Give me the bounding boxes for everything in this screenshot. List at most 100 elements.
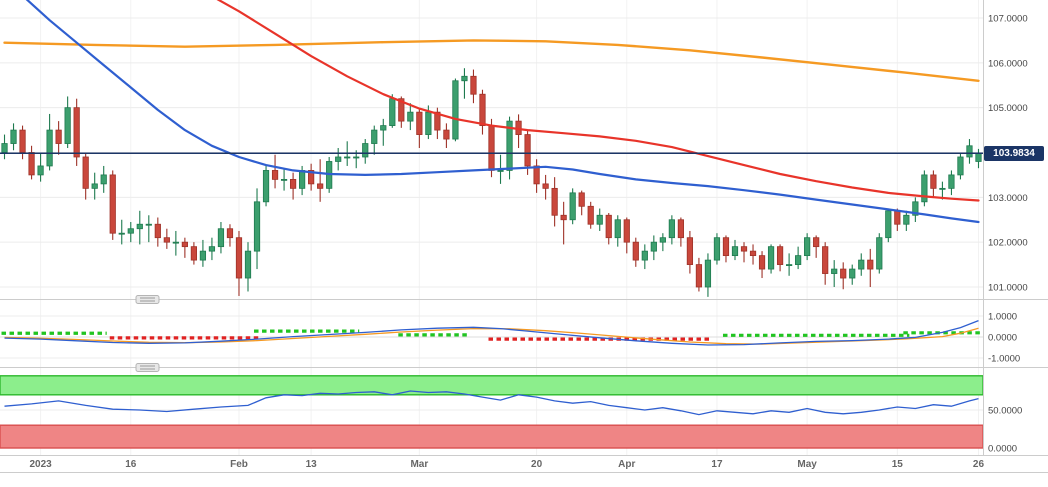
candle bbox=[813, 235, 820, 258]
candle bbox=[930, 170, 937, 198]
candle-body-bull bbox=[127, 228, 134, 234]
pane-resize-handle[interactable] bbox=[135, 295, 160, 304]
candle bbox=[849, 264, 856, 285]
candle bbox=[235, 230, 243, 296]
candle-body-bull bbox=[64, 107, 71, 144]
stoch-bands-layer bbox=[0, 375, 983, 449]
candle-body-bear bbox=[740, 246, 748, 252]
candle-body-bull bbox=[957, 156, 964, 176]
candle-body-bull bbox=[118, 232, 125, 235]
candle-body-bear bbox=[551, 187, 558, 216]
x-axis-tick-label: Mar bbox=[410, 459, 428, 470]
candle bbox=[46, 113, 53, 171]
candle bbox=[948, 170, 955, 196]
candle-body-bull bbox=[614, 219, 621, 239]
price-axis-tick-label: 106.0000 bbox=[988, 58, 1028, 69]
x-axis-tick-label: 26 bbox=[973, 459, 985, 470]
candle-body-bear bbox=[533, 165, 540, 185]
candle bbox=[551, 177, 558, 227]
candle-body-bear bbox=[289, 178, 297, 189]
candle bbox=[407, 103, 414, 131]
candle-body-bear bbox=[434, 111, 441, 131]
candle bbox=[109, 170, 116, 240]
candle-body-bear bbox=[749, 250, 757, 257]
candle-body-bull bbox=[208, 246, 216, 252]
candle-body-bear bbox=[560, 214, 567, 221]
macd-signal-line bbox=[4, 327, 979, 345]
candle-body-bull bbox=[10, 129, 17, 144]
candle-body-bear bbox=[840, 268, 847, 279]
candle bbox=[605, 213, 612, 245]
x-axis-tick-label: 17 bbox=[711, 459, 723, 470]
candle bbox=[226, 224, 234, 247]
candle bbox=[695, 257, 703, 292]
candle bbox=[253, 188, 261, 270]
current-price-badge: 103.9834 bbox=[984, 145, 1044, 161]
candle bbox=[686, 230, 694, 274]
candle-body-bear bbox=[894, 210, 901, 225]
candle bbox=[262, 165, 270, 207]
axis-labels-layer: 107.0000106.0000105.0000104.0000103.0000… bbox=[29, 14, 1027, 471]
candle bbox=[136, 210, 143, 245]
candle-body-bear bbox=[470, 75, 477, 95]
candle bbox=[73, 98, 80, 166]
pane-resize-handle[interactable] bbox=[135, 363, 160, 372]
candle-body-bear bbox=[398, 98, 405, 122]
candle-body-bull bbox=[704, 259, 712, 288]
separators-layer bbox=[0, 299, 1048, 473]
candle bbox=[1, 134, 8, 160]
candle bbox=[181, 237, 188, 258]
price-axis-tick-label: 102.0000 bbox=[988, 238, 1028, 249]
candle-body-bull bbox=[786, 264, 793, 266]
stoch-axis-tick-label: 50.0000 bbox=[988, 406, 1022, 417]
candle-body-bull bbox=[1, 143, 8, 153]
candle-body-bull bbox=[46, 129, 53, 167]
candle-body-bull bbox=[353, 156, 360, 159]
candle-body-bear bbox=[686, 237, 694, 265]
candle bbox=[145, 215, 152, 243]
candle bbox=[118, 219, 125, 245]
candle-body-bull bbox=[172, 241, 179, 244]
candle bbox=[154, 217, 161, 247]
x-axis-tick-label: 16 bbox=[125, 459, 137, 470]
candle-body-bull bbox=[641, 250, 648, 261]
candle bbox=[542, 174, 549, 200]
candle-body-bear bbox=[632, 241, 639, 261]
candle bbox=[289, 172, 297, 200]
candle-body-bear bbox=[822, 246, 829, 274]
candle bbox=[271, 154, 279, 189]
candle bbox=[443, 123, 450, 149]
candle bbox=[244, 242, 252, 292]
candle bbox=[858, 253, 865, 276]
candle-body-bull bbox=[849, 268, 856, 279]
candle bbox=[903, 210, 910, 231]
pane-resize-handle-body[interactable] bbox=[135, 295, 160, 304]
candle bbox=[163, 228, 170, 249]
pane-handles-layer bbox=[135, 295, 160, 372]
candle bbox=[677, 217, 684, 247]
candle bbox=[317, 159, 324, 202]
price-axis-tick-label: 101.0000 bbox=[988, 283, 1028, 294]
candle bbox=[795, 246, 802, 270]
x-axis-tick-label: May bbox=[797, 459, 817, 470]
candle bbox=[641, 244, 648, 270]
candle-body-bull bbox=[362, 143, 369, 158]
x-axis-tick-label: 2023 bbox=[29, 459, 52, 470]
candle bbox=[749, 244, 757, 265]
macd-main-line bbox=[4, 319, 979, 346]
candle-body-bear bbox=[443, 129, 450, 140]
candle-body-bear bbox=[308, 170, 315, 185]
candle bbox=[831, 260, 838, 287]
candle bbox=[722, 235, 730, 263]
candle-body-bear bbox=[524, 134, 531, 167]
moving-averages-layer bbox=[3, 0, 980, 224]
candle-body-bear bbox=[488, 125, 495, 171]
candle bbox=[912, 197, 919, 222]
candle bbox=[632, 237, 639, 267]
candle-body-bear bbox=[154, 223, 161, 239]
pane-resize-handle-body[interactable] bbox=[135, 363, 160, 372]
candle bbox=[587, 201, 594, 229]
x-axis-tick-label: Feb bbox=[230, 459, 248, 470]
